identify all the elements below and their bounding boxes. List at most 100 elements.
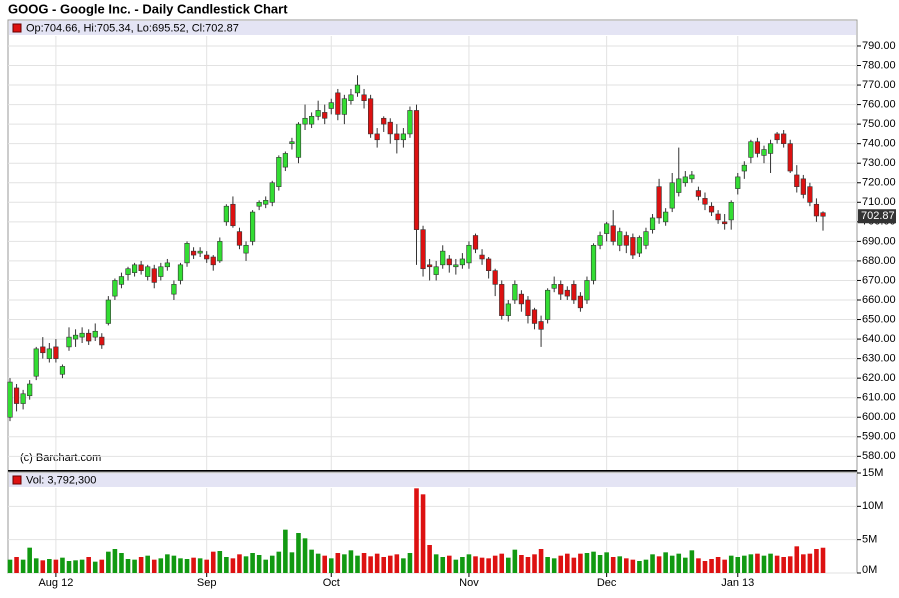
volume-bar	[237, 554, 242, 573]
volume-bar	[565, 553, 570, 573]
volume-bar	[250, 553, 255, 573]
candle-body	[663, 211, 669, 223]
volume-bar	[20, 559, 26, 573]
marks	[7, 75, 826, 573]
volume-bar	[781, 557, 786, 573]
candle-body	[118, 276, 125, 285]
candle-body	[584, 280, 590, 301]
candle-body	[217, 241, 223, 262]
axes: 580.00 590.00 600.00 610.00 620.00 630.00 640.…	[38, 40, 896, 589]
volume-bar	[407, 553, 413, 573]
candle-body	[472, 235, 479, 250]
candle-body	[289, 141, 295, 144]
price-panel	[7, 19, 858, 472]
candle-body	[46, 348, 52, 359]
candle-body	[531, 309, 538, 324]
candle-body	[551, 284, 557, 289]
volume-bar	[33, 558, 39, 573]
candle-body	[210, 256, 216, 266]
volume-bar	[735, 557, 741, 573]
volume-bar	[597, 555, 603, 573]
y-tick-label: 610.00	[862, 392, 896, 404]
candle-body	[427, 264, 433, 268]
volume-bar	[348, 550, 354, 573]
candle-body	[368, 98, 374, 135]
y-tick-label: 650.00	[862, 313, 896, 325]
candle-body	[354, 84, 361, 94]
candle-body	[381, 117, 387, 125]
x-tick-label: Jan 13	[721, 577, 754, 589]
candle-body	[171, 284, 177, 295]
candle-body	[597, 235, 603, 246]
volume-bar	[47, 559, 52, 573]
y-tick-label: 740.00	[862, 138, 896, 150]
volume-bar	[525, 557, 531, 573]
y-tick-label: 720.00	[862, 177, 896, 189]
x-tick-label: Oct	[323, 577, 340, 589]
candle-body	[610, 225, 616, 242]
volume-bar	[14, 557, 19, 573]
volume-bar	[387, 555, 393, 573]
candle-body	[636, 237, 643, 254]
candle-body	[7, 381, 13, 418]
x-tick-label: Nov	[459, 577, 479, 589]
candle-body	[27, 383, 33, 397]
volume-bar	[794, 546, 800, 573]
volume-bar	[610, 557, 616, 573]
volume-bar	[558, 555, 564, 573]
volume-bar	[145, 555, 150, 573]
volume-bar	[492, 555, 498, 573]
y-tick-label: 620.00	[862, 372, 896, 384]
volume-bar	[335, 553, 341, 573]
candle-body	[459, 258, 465, 266]
y-tick-label: 600.00	[862, 411, 896, 423]
candle-body	[708, 205, 715, 213]
candle-body	[453, 264, 459, 268]
volume-bar	[702, 561, 708, 573]
volume-bar	[355, 555, 360, 573]
volume-bar	[368, 556, 373, 573]
candle-body	[590, 244, 597, 281]
volume-bar	[394, 554, 400, 573]
y-tick-label: 640.00	[862, 333, 896, 345]
volume-bar	[302, 538, 308, 573]
volume-bar	[637, 561, 642, 573]
volume-bar	[420, 494, 426, 573]
candle-body	[295, 123, 302, 158]
candle-body	[158, 266, 164, 277]
volume-bar	[578, 553, 583, 573]
volume-bar	[361, 553, 367, 573]
volume-bar	[683, 557, 688, 573]
volume-bar	[453, 559, 459, 573]
candle-body	[302, 117, 308, 125]
candle-body	[689, 174, 695, 180]
volume-bar	[820, 547, 826, 573]
volume-legend: Vol: 3,792,300	[26, 474, 96, 486]
y-tick-label: 10M	[862, 500, 883, 512]
candle-body	[361, 94, 367, 101]
candle-body	[466, 244, 472, 264]
candle-body	[545, 289, 551, 320]
y-tick-label: 590.00	[862, 431, 896, 443]
price-legend: Op:704.66, Hi:705.34, Lo:695.52, Cl:702.…	[26, 22, 239, 34]
volume-bar	[191, 557, 196, 573]
volume-bar	[322, 555, 328, 573]
candle-body	[66, 336, 72, 348]
volume-bar	[204, 559, 209, 573]
volume-bar	[125, 559, 131, 573]
candle-body	[413, 110, 420, 230]
candle-body	[781, 133, 787, 144]
volume-bar	[505, 557, 511, 573]
volume-bar	[715, 557, 721, 573]
y-tick-label: 790.00	[862, 40, 896, 52]
volume-bar	[512, 549, 518, 573]
volume-bar	[787, 556, 793, 573]
volume-bar	[224, 557, 229, 573]
last-price-label: 702.87	[861, 210, 895, 222]
candle-body	[59, 366, 66, 375]
volume-bar	[473, 556, 478, 573]
volume-bar	[433, 554, 439, 573]
volume-bar	[283, 529, 288, 573]
